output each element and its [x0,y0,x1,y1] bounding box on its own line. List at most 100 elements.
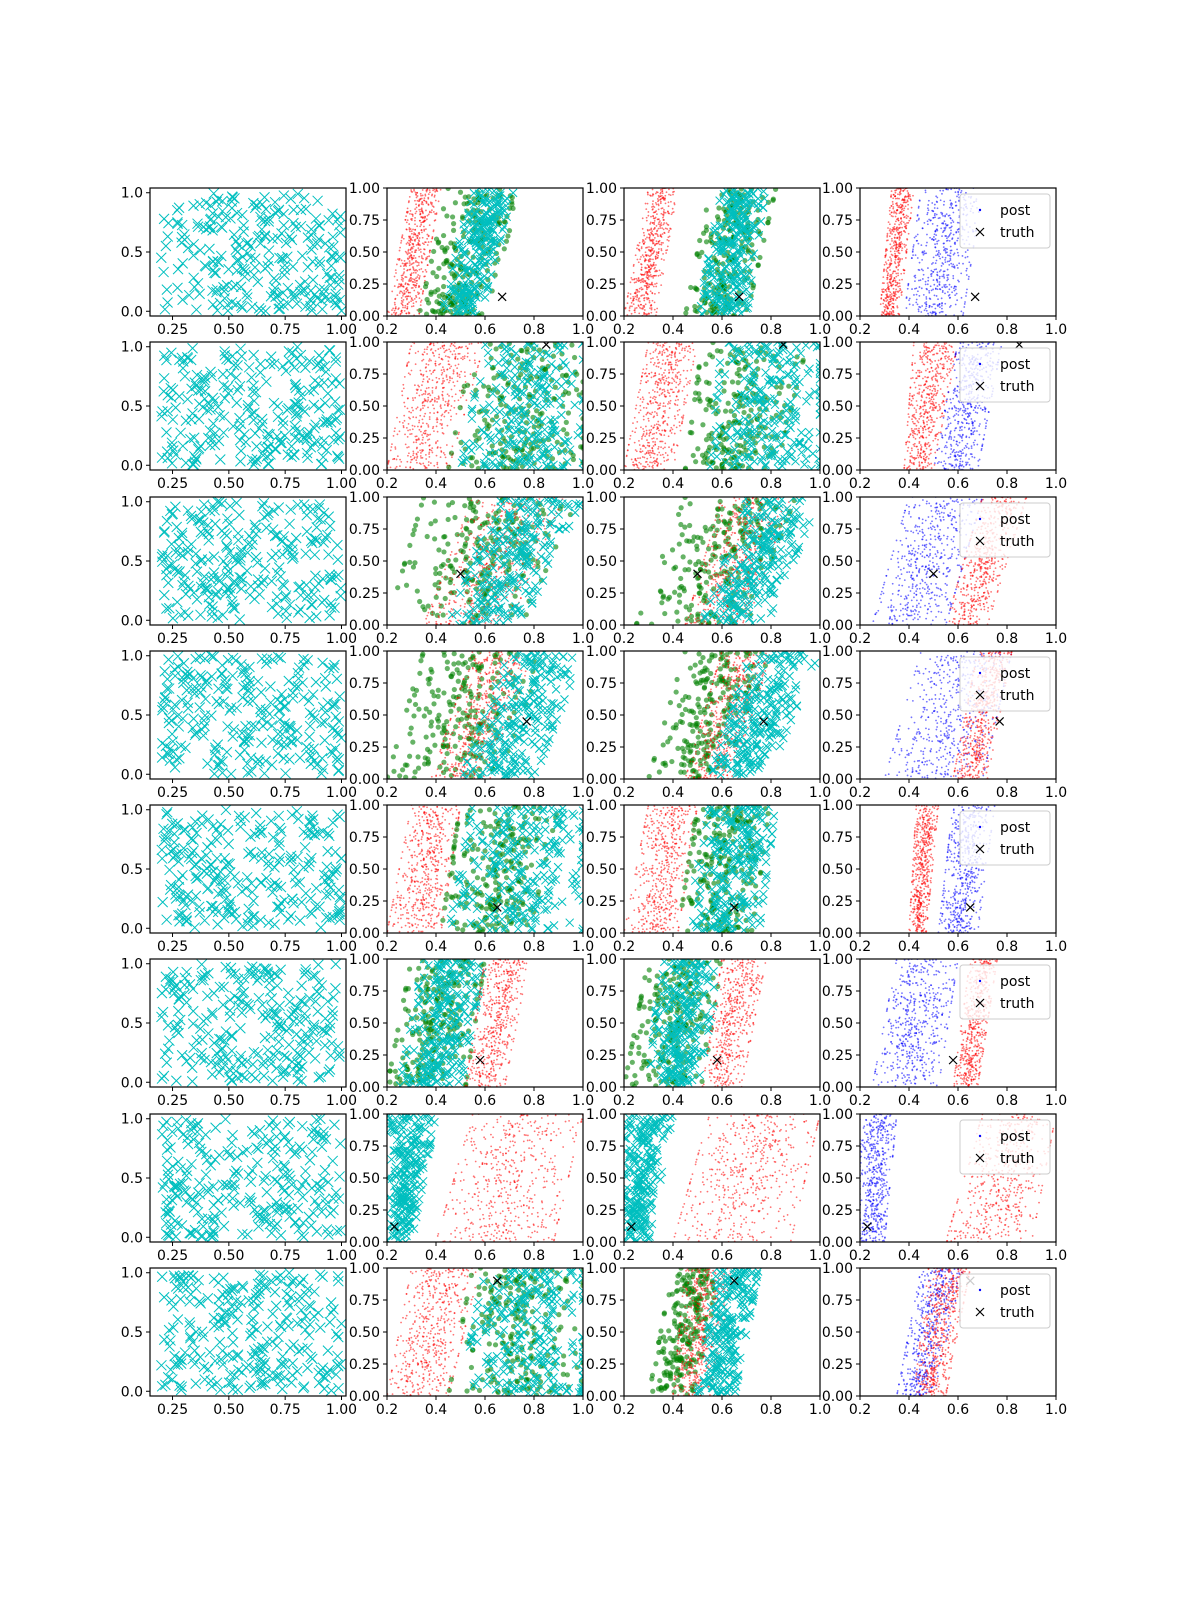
sample-point [886,282,889,285]
prior-point [330,292,341,303]
sample-point [423,248,425,251]
sample-point [900,291,903,294]
prior-point [188,450,200,462]
prior-point [235,343,246,355]
sample-point [711,309,717,315]
sample-point [907,203,910,206]
sample-point [421,384,423,387]
sample-point [476,366,479,369]
sample-point [627,292,630,295]
sample-point [670,354,673,356]
sample-point [461,358,464,361]
post-point [934,243,936,246]
sample-point [641,371,644,374]
sample-point [743,205,753,215]
sample-point [898,279,901,281]
prior-point [283,355,295,367]
sample-point [630,312,633,315]
sample-point [418,255,421,258]
sample-point [686,394,689,397]
sample-point [449,350,452,353]
sample-point [578,408,583,417]
sample-point [428,438,431,441]
sample-point [667,224,670,226]
sample-point [475,376,485,386]
sample-point [659,223,662,226]
prior-point [159,303,171,315]
sample-point [405,228,408,231]
post-point [933,207,936,209]
sample-point [465,345,467,348]
y-tick-label: 0.50 [586,245,617,261]
sample-point [447,360,450,363]
legend-truth-marker [975,227,985,237]
sample-point [655,412,658,415]
sample-point [698,310,707,316]
post-point [958,280,960,283]
sample-point [452,381,455,384]
sample-point [554,342,563,348]
sample-point [424,269,427,271]
prior-point [267,233,278,245]
sample-point [401,236,403,239]
sample-point [397,308,400,311]
sample-point [503,238,510,244]
prior-point [205,200,216,211]
sample-point [486,246,496,256]
prior-point [162,231,174,242]
prior-point [333,269,345,281]
sample-point [892,299,895,301]
sample-point [667,205,670,208]
sample-point [885,253,887,256]
sample-point [634,307,637,310]
prior-point [158,386,170,397]
prior-point [167,414,179,425]
sample-point [406,407,409,410]
truth-marker [734,292,744,302]
sample-point [410,189,413,191]
sample-point [899,231,902,234]
prior-point [285,193,297,205]
prior-point [248,459,260,470]
post-point [957,228,960,231]
sample-point [657,447,660,450]
sample-point [541,461,551,470]
sample-point [406,460,409,463]
sample-point [407,235,410,238]
sample-point [702,268,712,277]
prior-point [278,219,290,231]
sample-point [897,219,900,222]
post-point [930,269,933,272]
prior-point [161,284,173,295]
post-point [947,236,950,238]
legend-truth-label: truth [1000,225,1034,241]
prior-point [172,263,184,275]
sample-point [642,433,645,435]
sample-point [907,197,910,200]
prior-point [330,288,342,300]
sample-point [729,190,739,200]
sample-point [394,312,397,315]
sample-point [657,248,660,250]
sample-point [492,417,501,427]
prior-point [189,377,201,388]
sample-point [411,191,414,193]
sample-point [644,355,647,358]
sample-point [416,291,419,294]
prior-point [203,222,215,234]
subplot-r2-c1: 0.25 0.50 0.75 1.000.00.51.0 [121,340,357,492]
prior-point [212,305,223,316]
sample-point [635,277,638,280]
sample-point [471,247,481,257]
sample-point [898,261,901,263]
prior-point [246,408,257,420]
sample-point [408,278,411,281]
post-point [933,283,936,286]
sample-point [423,398,426,400]
sample-point [524,455,534,465]
sample-point [650,376,653,379]
sample-point [632,295,635,298]
sample-point [417,350,420,353]
post-point [941,291,944,294]
sample-point [656,229,659,232]
